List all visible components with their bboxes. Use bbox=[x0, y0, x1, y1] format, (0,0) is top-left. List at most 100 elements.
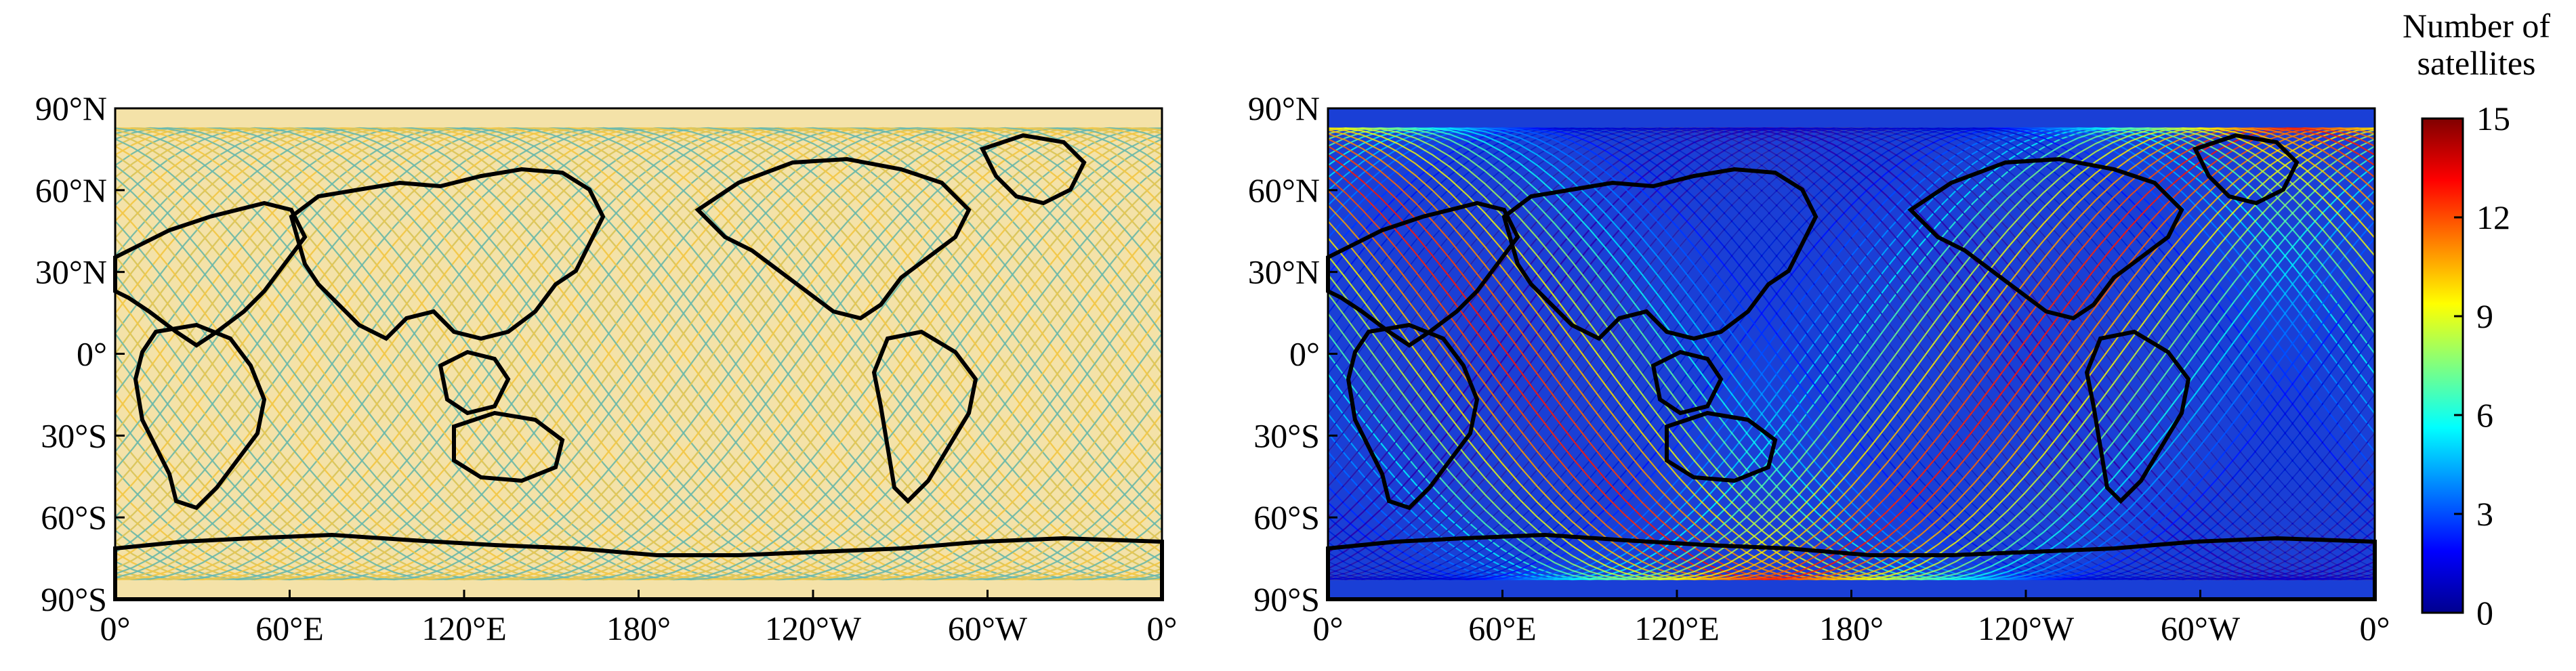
longitude-tick-label: 0° bbox=[1313, 609, 1344, 647]
ground-track bbox=[115, 127, 1162, 581]
ground-track bbox=[1328, 127, 2375, 581]
ground-track bbox=[115, 127, 1162, 581]
ground-track bbox=[1328, 127, 2375, 580]
longitude-tick-label: 120°E bbox=[421, 609, 507, 647]
right-map-latitude-ticks: 90°N 60°N 30°N 0° 30°S 60°S 90°S bbox=[1248, 89, 1337, 618]
latitude-tick-label: 90°N bbox=[1248, 89, 1320, 127]
ground-track bbox=[115, 127, 1162, 581]
ground-track bbox=[115, 127, 1162, 581]
longitude-tick-label: 60°E bbox=[1468, 609, 1537, 647]
ground-track bbox=[1328, 127, 2375, 581]
latitude-tick-label: 30°S bbox=[1253, 416, 1320, 454]
ground-track bbox=[115, 127, 1162, 580]
longitude-tick-label: 60°W bbox=[2161, 609, 2241, 647]
latitude-tick-label: 0° bbox=[77, 335, 107, 373]
ground-track bbox=[115, 127, 1162, 581]
ground-track bbox=[115, 127, 1162, 581]
ground-track bbox=[115, 127, 1162, 581]
ground-track bbox=[1328, 127, 2375, 580]
colorbar-tick-label: 15 bbox=[2476, 100, 2510, 137]
colorbar-gradient bbox=[2421, 117, 2464, 614]
latitude-tick-label: 60°S bbox=[41, 498, 107, 536]
ground-track bbox=[115, 127, 1162, 580]
colorbar-tick-label: 3 bbox=[2476, 495, 2493, 533]
latitude-tick-label: 90°N bbox=[35, 89, 107, 127]
longitude-tick-label: 0° bbox=[100, 609, 131, 647]
ground-track bbox=[1328, 127, 2375, 581]
longitude-tick-label: 120°E bbox=[1634, 609, 1720, 647]
ground-track bbox=[1328, 127, 2375, 581]
colorbar-tick-label: 12 bbox=[2476, 198, 2510, 236]
colorbar-title-line2: satellites bbox=[2417, 44, 2536, 82]
longitude-tick-label: 60°E bbox=[255, 609, 324, 647]
colorbar-title-line1: Number of bbox=[2403, 7, 2550, 45]
ground-track bbox=[115, 127, 1162, 581]
ground-track bbox=[1328, 127, 2375, 581]
latitude-tick-label: 30°N bbox=[35, 253, 107, 291]
ground-track bbox=[115, 127, 1162, 580]
ground-track bbox=[115, 127, 1162, 581]
longitude-tick-label: 0° bbox=[1147, 609, 1178, 647]
latitude-tick-label: 30°N bbox=[1248, 253, 1320, 291]
ground-track bbox=[1328, 127, 2375, 581]
ground-track bbox=[1328, 127, 2375, 581]
ground-track bbox=[115, 127, 1162, 581]
ground-track bbox=[1328, 127, 2375, 581]
latitude-tick-label: 60°N bbox=[35, 171, 107, 209]
longitude-tick-label: 120°W bbox=[765, 609, 862, 647]
ground-track bbox=[115, 127, 1162, 580]
ground-track bbox=[115, 127, 1162, 581]
ground-track bbox=[115, 127, 1162, 580]
left-map-latitude-ticks: 90°N 60°N 30°N 0° 30°S 60°S 90°S bbox=[35, 89, 125, 618]
ground-track bbox=[1328, 127, 2375, 581]
ground-track bbox=[1328, 127, 2375, 580]
ground-track bbox=[1328, 127, 2375, 581]
ground-track bbox=[1328, 127, 2375, 581]
ground-track bbox=[115, 127, 1162, 580]
longitude-tick-label: 180° bbox=[1819, 609, 1884, 647]
latitude-tick-label: 60°S bbox=[1253, 498, 1320, 536]
ground-track bbox=[1328, 127, 2375, 581]
ground-track bbox=[1328, 127, 2375, 580]
latitude-tick-label: 30°S bbox=[41, 416, 107, 454]
ground-track bbox=[1328, 127, 2375, 581]
ground-track bbox=[1328, 127, 2375, 581]
ground-track bbox=[115, 127, 1162, 581]
colorbar: Number of satellites 15 12 9 6 3 0 bbox=[2403, 7, 2550, 632]
ground-track bbox=[1328, 127, 2375, 581]
latitude-tick-label: 90°S bbox=[41, 580, 107, 618]
ground-track bbox=[115, 127, 1162, 581]
colorbar-tick-label: 0 bbox=[2476, 594, 2493, 632]
ground-track bbox=[115, 127, 1162, 581]
longitude-tick-label: 0° bbox=[2360, 609, 2390, 647]
left-map-panel: 90°N 60°N 30°N 0° 30°S 60°S 90°S 0° 60°E 120°E 18… bbox=[35, 89, 1178, 647]
ground-track bbox=[1328, 127, 2375, 580]
latitude-tick-label: 90°S bbox=[1253, 580, 1320, 618]
ground-track bbox=[1328, 127, 2375, 580]
longitude-tick-label: 120°W bbox=[1978, 609, 2075, 647]
longitude-tick-label: 60°W bbox=[948, 609, 1028, 647]
left-map-longitude-ticks: 0° 60°E 120°E 180° 120°W 60°W 0° bbox=[100, 590, 1178, 647]
latitude-tick-label: 60°N bbox=[1248, 171, 1320, 209]
ground-track bbox=[1328, 127, 2375, 581]
colorbar-tick-label: 9 bbox=[2476, 297, 2493, 335]
ground-track bbox=[115, 127, 1162, 581]
ground-track bbox=[115, 127, 1162, 580]
ground-track bbox=[115, 127, 1162, 581]
ground-track bbox=[115, 127, 1162, 581]
ground-track bbox=[115, 127, 1162, 581]
latitude-tick-label: 0° bbox=[1289, 335, 1320, 373]
ground-track bbox=[115, 127, 1162, 580]
ground-track bbox=[1328, 127, 2375, 580]
ground-track bbox=[1328, 127, 2375, 580]
ground-track bbox=[1328, 127, 2375, 581]
colorbar-ticks: 15 12 9 6 3 0 bbox=[2454, 100, 2510, 632]
colorbar-tick-label: 6 bbox=[2476, 396, 2493, 434]
right-map-longitude-ticks: 0° 60°E 120°E 180° 120°W 60°W 0° bbox=[1313, 590, 2390, 647]
ground-track bbox=[1328, 127, 2375, 581]
right-map-panel: 90°N 60°N 30°N 0° 30°S 60°S 90°S 0° 60°E 120°E 18… bbox=[1248, 89, 2390, 647]
ground-track bbox=[1328, 127, 2375, 580]
ground-track bbox=[115, 127, 1162, 581]
ground-track bbox=[115, 127, 1162, 580]
